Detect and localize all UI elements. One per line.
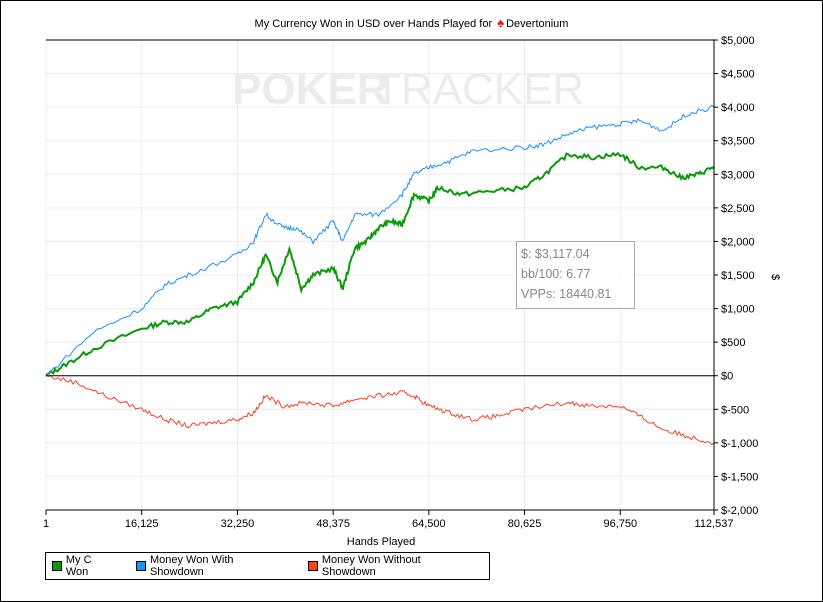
y-tick-label: $2,500 [721,203,755,215]
y-tick-label: $2,000 [721,236,755,248]
x-tick-label: 32,250 [221,518,255,530]
series-line-my-c-won [45,151,715,377]
legend-item-my-c-won[interactable]: My C Won [52,554,116,578]
chart-title: My Currency Won in USD over Hands Played… [0,15,823,30]
y-tick-label: $1,500 [721,270,755,282]
y-axis-label: $ [769,274,781,280]
legend-label: Money Won With Showdown [149,554,234,578]
x-tick-label: 96,750 [603,518,637,530]
legend-swatch [308,561,318,571]
x-tick-label: 80,625 [508,518,542,530]
y-tick-label: $-1,500 [721,471,758,483]
y-tick-label: $500 [721,337,745,349]
player-name: Devertonium [506,18,569,30]
x-tick-label: 64,500 [412,518,446,530]
legend: My C Won Money Won With Showdown Money W… [45,552,490,580]
legend-swatch [136,561,146,571]
series-line-with-showdown [45,104,715,377]
x-tick-label: 48,375 [316,518,350,530]
x-axis-label: Hands Played [347,536,416,548]
tooltip-bb100: bb/100: 6.77 [521,267,591,281]
y-tick-label: $3,000 [721,169,755,181]
legend-item-with-showdown[interactable]: Money Won With Showdown [136,554,288,578]
y-tick-label: $0 [721,371,733,383]
watermark-tracker: TRACKER [374,65,584,114]
y-tick-label: $4,500 [721,69,755,81]
legend-label: Money Won Without Showdown [321,554,421,578]
y-tick-label: $-1,000 [721,438,758,450]
y-tick-label: $1,000 [721,304,755,316]
x-tick-label: 16,125 [125,518,159,530]
y-tick-label: $3,500 [721,136,755,148]
y-tick-label: $4,000 [721,102,755,114]
title-text: My Currency Won in USD over Hands Played… [254,18,493,30]
y-tick-label: $5,000 [721,35,755,47]
tooltip-vpps: VPPs: 18440.81 [521,287,612,301]
legend-item-without-showdown[interactable]: Money Won Without Showdown [308,554,475,578]
data-tooltip: $: $3,117.04 bb/100: 6.77 VPPs: 18440.81 [516,241,635,309]
y-tick-label: $-2,000 [721,505,758,517]
watermark-poker: POKER [232,65,388,114]
legend-swatch [52,561,62,571]
y-tick-label: $-500 [721,404,749,416]
x-tick-label: 1 [43,518,49,530]
legend-label: My C Won [65,554,92,578]
series-line-without-showdown [45,375,715,446]
tooltip-dollars: $: $3,117.04 [521,247,590,261]
spade-icon: ♠ [497,15,505,30]
x-tick-label: 112,537 [695,518,734,530]
